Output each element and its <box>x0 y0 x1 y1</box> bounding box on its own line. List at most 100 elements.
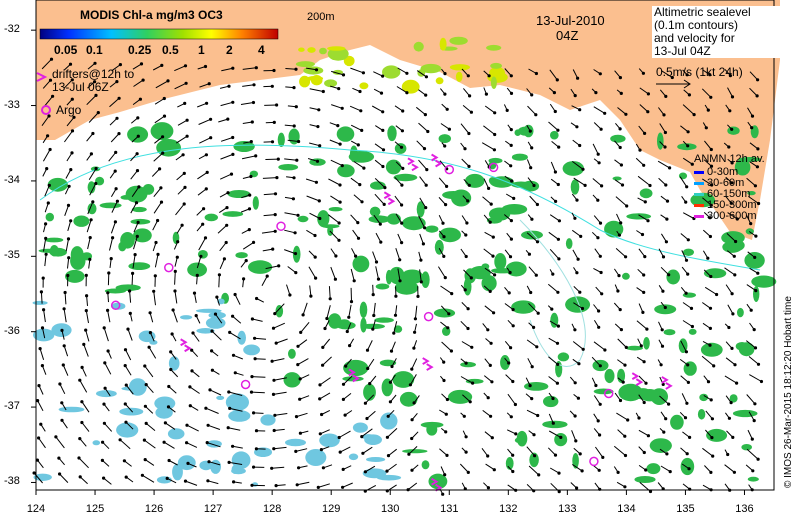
velocity-arrow <box>149 312 154 323</box>
x-tick-label: 132 <box>499 503 518 515</box>
velocity-arrow <box>748 411 755 421</box>
velocity-arrow-head <box>557 490 561 494</box>
velocity-arrow-head <box>596 236 600 240</box>
velocity-arrow <box>209 389 222 396</box>
anmn-legend-row: 150-300m <box>694 199 757 211</box>
velocity-arrow <box>747 429 753 440</box>
velocity-arrow-head <box>576 396 581 400</box>
velocity-arrow <box>197 188 207 196</box>
velocity-arrow-head <box>271 247 275 251</box>
velocity-arrow <box>725 284 733 294</box>
velocity-arrow-head <box>488 220 492 224</box>
velocity-arrow-head <box>665 217 669 221</box>
velocity-arrow-head <box>102 421 106 425</box>
velocity-arrow-head <box>44 252 48 256</box>
sealevel-contours <box>39 144 761 367</box>
velocity-arrow-head <box>708 216 712 220</box>
velocity-arrow <box>461 341 473 348</box>
velocity-arrow <box>638 214 649 222</box>
velocity-arrow <box>215 313 223 324</box>
velocity-arrow-head <box>381 128 385 132</box>
velocity-arrow-head <box>60 328 64 332</box>
velocity-arrow-head <box>621 380 625 384</box>
velocity-arrow-head <box>399 145 404 149</box>
velocity-arrow-head <box>462 414 466 418</box>
velocity-arrow-head <box>352 279 356 283</box>
velocity-arrow-head <box>359 109 363 113</box>
velocity-arrow <box>287 266 297 273</box>
chl-patch <box>248 260 273 274</box>
chl-patch <box>517 126 534 136</box>
velocity-arrow-head <box>205 101 209 105</box>
chl-patch <box>557 352 570 362</box>
velocity-arrow-head <box>337 221 341 225</box>
velocity-arrow-head <box>580 469 584 473</box>
velocity-arrow <box>481 142 495 151</box>
chl-patch <box>33 473 52 481</box>
chl-patch <box>197 250 208 259</box>
velocity-arrow-head <box>47 183 51 187</box>
velocity-arrow-head <box>513 402 518 407</box>
velocity-arrow-head <box>274 341 278 345</box>
velocity-arrow-head <box>644 468 648 472</box>
chl-patch <box>127 126 149 143</box>
velocity-arrow <box>572 463 583 472</box>
velocity-arrow <box>125 384 134 395</box>
velocity-arrow-head <box>272 378 276 382</box>
velocity-arrow-head <box>684 200 688 204</box>
velocity-arrow <box>131 273 134 285</box>
velocity-arrow <box>119 439 131 450</box>
chl-patch <box>393 325 403 333</box>
chl-patch <box>288 348 296 359</box>
colorbar-title: MODIS Chl-a mg/m3 OC3 <box>80 8 223 22</box>
velocity-arrow-head <box>464 233 468 237</box>
velocity-arrow-head <box>231 353 236 357</box>
velocity-arrow <box>287 139 299 142</box>
velocity-arrow-head <box>575 125 579 129</box>
velocity-arrow-head <box>624 345 628 349</box>
velocity-arrow <box>232 315 242 324</box>
velocity-arrow-head <box>511 453 515 457</box>
velocity-arrow <box>297 358 309 366</box>
velocity-arrow-head <box>270 84 274 88</box>
velocity-arrow-head <box>642 450 646 455</box>
velocity-arrow <box>284 158 297 161</box>
velocity-arrow <box>331 70 344 76</box>
velocity-arrow <box>374 178 386 188</box>
velocity-arrow <box>299 374 310 380</box>
velocity-arrow-head <box>685 73 689 77</box>
velocity-arrow-head <box>163 421 167 425</box>
velocity-arrow-head <box>115 199 119 203</box>
velocity-arrow-head <box>39 422 43 426</box>
velocity-arrow <box>682 157 693 165</box>
x-tick-label: 129 <box>322 503 341 515</box>
chl-patch <box>116 422 139 438</box>
chl-patch <box>119 407 144 416</box>
anmn-legend-row: 60-150m <box>694 188 750 200</box>
velocity-arrow-head <box>143 458 147 462</box>
velocity-arrow-head <box>333 277 337 281</box>
velocity-arrow <box>284 212 299 216</box>
velocity-arrow-head <box>623 485 627 489</box>
velocity-arrow <box>395 248 401 260</box>
velocity-arrow-head <box>416 294 420 298</box>
velocity-arrow <box>251 376 266 378</box>
velocity-arrow <box>353 161 365 169</box>
velocity-arrow <box>484 231 494 238</box>
velocity-arrow-head <box>205 170 209 174</box>
velocity-arrow-head <box>188 404 192 408</box>
chl-patch <box>227 190 251 198</box>
velocity-arrow-head <box>361 71 365 75</box>
velocity-arrow <box>87 237 91 250</box>
velocity-arrow-head <box>94 181 98 186</box>
velocity-arrow <box>64 292 67 305</box>
velocity-arrow-head <box>203 236 208 240</box>
velocity-arrow <box>229 407 243 412</box>
velocity-arrow <box>83 344 89 357</box>
velocity-arrow-head <box>557 219 562 223</box>
chl-patch-nearshore <box>455 71 463 83</box>
velocity-arrow-head <box>144 383 148 387</box>
x-tick-label: 128 <box>262 503 282 515</box>
velocity-arrow-head <box>553 453 558 457</box>
velocity-arrows <box>32 57 764 496</box>
